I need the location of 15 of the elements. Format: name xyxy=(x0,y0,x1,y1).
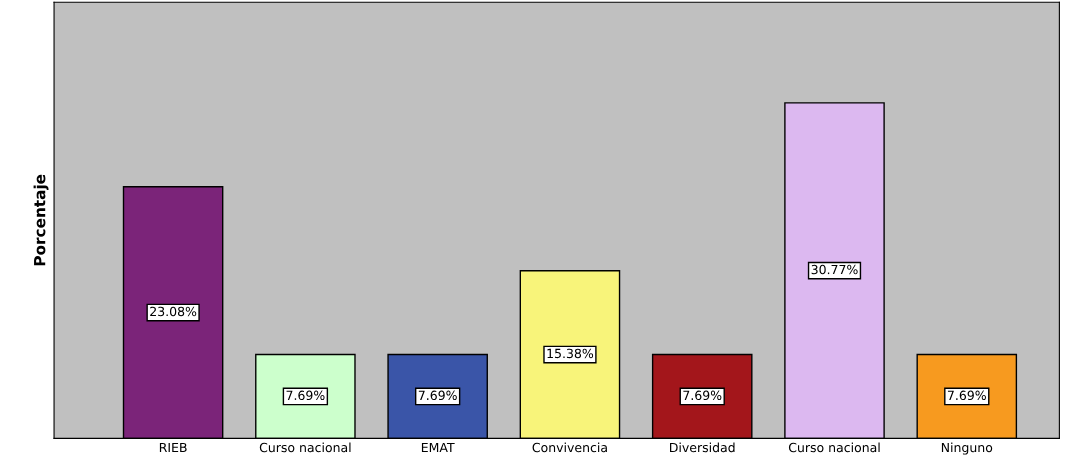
x-tick-label: Curso nacional xyxy=(788,442,880,453)
data-label: 15.38% xyxy=(547,348,594,359)
x-tick-label: Convivencia xyxy=(532,442,607,453)
x-tick-label: Diversidad xyxy=(670,442,735,453)
data-label: 23.08% xyxy=(150,306,197,317)
y-axis-title: Porcentaje xyxy=(33,174,49,266)
data-label: 7.69% xyxy=(418,390,457,401)
x-tick-label: RIEB xyxy=(159,442,187,453)
data-label: 7.69% xyxy=(286,390,325,401)
x-tick-label: EMAT xyxy=(421,442,455,453)
x-tick-label: Curso nacional xyxy=(259,442,351,453)
data-label: 7.69% xyxy=(683,390,722,401)
data-label: 30.77% xyxy=(811,264,858,275)
x-tick-label: Ninguno xyxy=(941,442,993,455)
data-label: 7.69% xyxy=(947,390,986,401)
